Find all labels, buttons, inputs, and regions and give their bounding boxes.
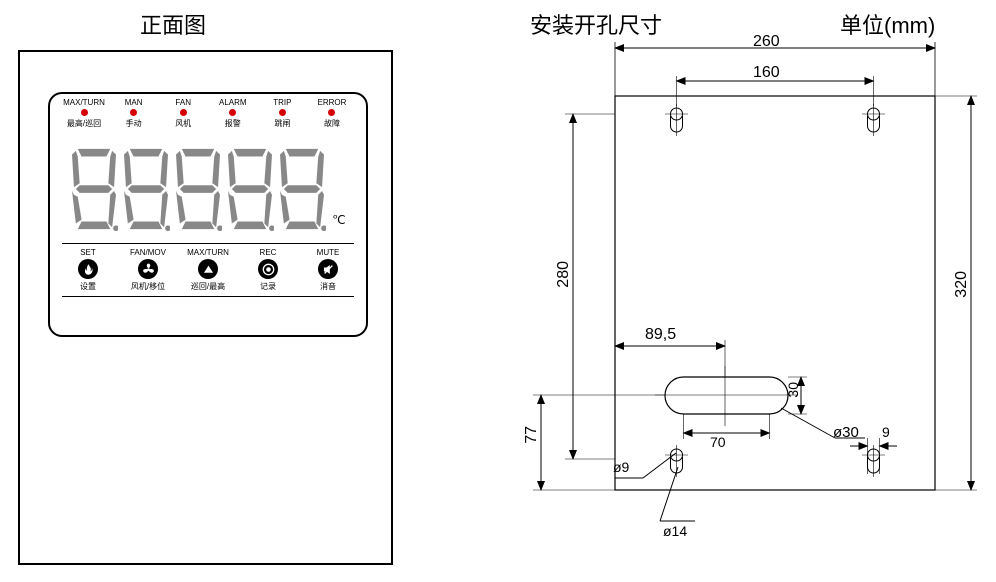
button-set: SET 设置 — [61, 248, 115, 292]
button-label-en: MUTE — [317, 248, 340, 257]
led-indicator-icon — [130, 109, 137, 116]
seven-segment-digit — [278, 147, 326, 233]
button-label-en: SET — [80, 248, 96, 257]
led-label-cn: 风机 — [175, 118, 191, 129]
led-label-cn: 报警 — [225, 118, 241, 129]
dim-right-9: 9 — [882, 424, 890, 440]
button-label-en: FAN/MOV — [130, 248, 166, 257]
led-label-en: MAN — [125, 98, 143, 107]
led-label-cn: 手动 — [126, 118, 142, 129]
button-divider-top — [62, 243, 354, 244]
led-error: ERROR 故障 — [308, 98, 356, 129]
seven-segment-row: ℃ — [56, 137, 360, 233]
led-row: MAX/TURN 最高/巡回 MAN 手动 FAN 风机 ALARM 报警 TR… — [56, 98, 360, 129]
mounting-svg — [495, 36, 985, 576]
button-label-cn: 记录 — [260, 281, 276, 292]
led-indicator-icon — [328, 109, 335, 116]
dim-slot-h: 30 — [785, 382, 801, 398]
led-label-en: TRIP — [273, 98, 291, 107]
dim-phi9: ø9 — [613, 459, 629, 475]
led-label-en: ALARM — [219, 98, 247, 107]
dim-h-280: 280 — [555, 261, 573, 288]
button-divider-bottom — [62, 296, 354, 297]
dim-w-total: 260 — [753, 33, 780, 51]
led-label-cn: 最高/巡回 — [67, 118, 101, 129]
button-label-en: MAX/TURN — [187, 248, 229, 257]
led-fan: FAN 风机 — [159, 98, 207, 129]
seven-segment-digit — [174, 147, 222, 233]
led-alarm: ALARM 报警 — [209, 98, 257, 129]
button-row: SET 设置 FAN/MOV 风机/移位 MAX/TURN 巡回/最高 REC … — [56, 248, 360, 292]
flame-button[interactable] — [78, 259, 98, 279]
dim-h-320: 320 — [953, 271, 971, 298]
mounting-diagram: 260 160 280 320 89,5 70 30 ø30 77 ø9 ø14… — [495, 36, 985, 576]
led-trip: TRIP 跳闸 — [258, 98, 306, 129]
dim-slot-w: 70 — [710, 434, 726, 450]
led-indicator-icon — [180, 109, 187, 116]
front-panel: MAX/TURN 最高/巡回 MAN 手动 FAN 风机 ALARM 报警 TR… — [18, 50, 393, 565]
dim-slot-cx: 89,5 — [645, 326, 676, 344]
unit-degc: ℃ — [332, 213, 345, 227]
button-maxturn: MAX/TURN 巡回/最高 — [181, 248, 235, 292]
title-front: 正面图 — [140, 8, 206, 40]
dim-w-pitch: 160 — [753, 64, 780, 82]
dim-slot-dia: ø30 — [833, 424, 859, 441]
up-button[interactable] — [198, 259, 218, 279]
led-man: MAN 手动 — [110, 98, 158, 129]
led-label-cn: 跳闸 — [274, 118, 290, 129]
dim-phi14: ø14 — [663, 523, 687, 539]
led-maxturn: MAX/TURN 最高/巡回 — [60, 98, 108, 129]
button-label-cn: 风机/移位 — [131, 281, 165, 292]
button-fanmov: FAN/MOV 风机/移位 — [121, 248, 175, 292]
button-label-en: REC — [260, 248, 277, 257]
button-rec: REC 记录 — [241, 248, 295, 292]
led-indicator-icon — [229, 109, 236, 116]
led-indicator-icon — [279, 109, 286, 116]
button-mute: MUTE 消音 — [301, 248, 355, 292]
display-module: MAX/TURN 最高/巡回 MAN 手动 FAN 风机 ALARM 报警 TR… — [48, 92, 368, 337]
led-label-en: FAN — [175, 98, 191, 107]
button-label-cn: 巡回/最高 — [191, 281, 225, 292]
button-label-cn: 消音 — [320, 281, 336, 292]
button-label-cn: 设置 — [80, 281, 96, 292]
led-indicator-icon — [81, 109, 88, 116]
seven-segment-digit — [226, 147, 274, 233]
led-label-en: MAX/TURN — [63, 98, 105, 107]
fan-button[interactable] — [138, 259, 158, 279]
seven-segment-digit — [122, 147, 170, 233]
led-label-cn: 故障 — [324, 118, 340, 129]
mute-button[interactable] — [318, 259, 338, 279]
seven-segment-digit — [70, 147, 118, 233]
led-label-en: ERROR — [318, 98, 347, 107]
dim-77: 77 — [523, 426, 541, 444]
record-button[interactable] — [258, 259, 278, 279]
